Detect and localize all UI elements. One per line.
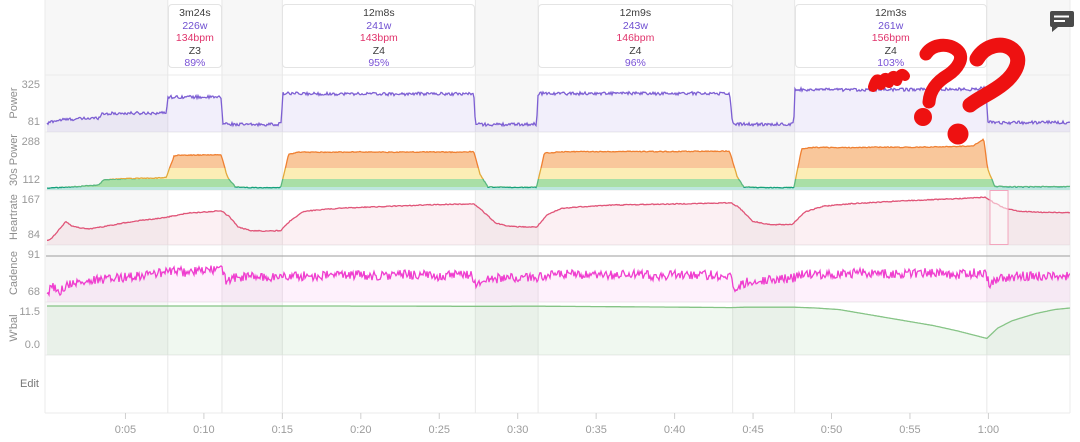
interval-ftp-percent: 95% bbox=[368, 57, 390, 68]
x-axis-tick-label: 0:10 bbox=[193, 424, 215, 436]
series-line-cadence bbox=[46, 264, 1070, 298]
interval-avg-hr: 156bpm bbox=[871, 32, 910, 45]
x-axis-tick-label: 0:30 bbox=[506, 424, 529, 436]
x-axis-tick-label: 0:15 bbox=[271, 424, 294, 436]
interval-avg-hr: 134bpm bbox=[175, 32, 214, 45]
series-area-power bbox=[47, 86, 1070, 132]
panel-wbal[interactable] bbox=[47, 305, 1070, 355]
series-line-wbal bbox=[47, 305, 1070, 339]
axis-max-label-power30: 288 bbox=[21, 136, 40, 148]
interval-duration: 12m8s bbox=[363, 7, 395, 19]
comment-icon[interactable] bbox=[1049, 9, 1075, 33]
interval-avg-hr: 143bpm bbox=[359, 32, 398, 45]
series-line-power30 bbox=[47, 138, 1070, 189]
interval-duration: 12m3s bbox=[874, 7, 907, 19]
x-axis-tick-label: 0:05 bbox=[114, 424, 137, 436]
interval-ftp-percent: 96% bbox=[624, 57, 646, 68]
interval-avg-power: 241w bbox=[366, 19, 392, 32]
axis-min-label-power: 81 bbox=[27, 116, 40, 128]
interval-duration: 12m9s bbox=[619, 7, 652, 19]
axis-max-label-heartrate: 167 bbox=[21, 194, 40, 206]
axis-min-label-cadence: 68 bbox=[27, 286, 40, 298]
axis-max-label-power: 325 bbox=[21, 79, 40, 91]
series-area-power30 bbox=[47, 139, 1070, 190]
interval-summary-box[interactable]: 12m9s 243w 146bpm Z4 96% bbox=[538, 4, 733, 68]
interval-zone: Z4 bbox=[372, 44, 385, 57]
series-area-heartrate bbox=[47, 197, 1070, 245]
selection-box[interactable] bbox=[989, 190, 1009, 245]
x-axis-tick-label: 0:45 bbox=[742, 424, 764, 436]
axis-max-label-cadence: 91 bbox=[27, 249, 40, 261]
axis-min-label-power30: 112 bbox=[22, 174, 40, 186]
edit-button[interactable]: Edit bbox=[20, 378, 39, 390]
x-axis-tick-label: 0:25 bbox=[428, 424, 450, 436]
panel-power30[interactable] bbox=[47, 138, 1070, 190]
interval-ftp-percent: 89% bbox=[184, 57, 206, 68]
interval-zone: Z3 bbox=[188, 44, 201, 57]
x-axis-tick-label: 0:50 bbox=[820, 424, 843, 436]
series-area-wbal bbox=[47, 306, 1070, 355]
series-line-heartrate bbox=[47, 196, 1070, 241]
interval-avg-hr: 146bpm bbox=[616, 32, 655, 45]
interval-duration: 3m24s bbox=[179, 7, 211, 19]
interval-avg-power: 243w bbox=[622, 19, 648, 32]
panel-heartrate[interactable] bbox=[47, 196, 1070, 245]
x-axis-tick-label: 0:40 bbox=[663, 424, 686, 436]
x-axis-tick-label: 0:20 bbox=[350, 424, 372, 436]
interval-avg-power: 226w bbox=[182, 19, 208, 32]
interval-ftp-percent: 103% bbox=[877, 57, 905, 68]
axis-min-label-wbal: 0.0 bbox=[24, 339, 40, 351]
interval-avg-power: 261w bbox=[878, 19, 904, 32]
interval-highlight-band[interactable] bbox=[538, 0, 733, 413]
interval-zone: Z4 bbox=[629, 44, 642, 57]
x-axis-tick-label: 1:00 bbox=[977, 424, 1000, 436]
interval-summary-box[interactable]: 12m3s 261w 156bpm Z4 103% bbox=[794, 4, 987, 68]
series-area-cadence bbox=[47, 265, 1070, 302]
x-axis-tick-label: 0:35 bbox=[585, 424, 607, 436]
interval-summary-box[interactable]: 12m8s 241w 143bpm Z4 95% bbox=[282, 4, 476, 68]
interval-zone: Z4 bbox=[884, 44, 897, 57]
interval-highlight-band[interactable] bbox=[167, 0, 222, 413]
axis-max-label-wbal: 11.5 bbox=[19, 306, 40, 318]
x-axis-tick-label: 0:55 bbox=[899, 424, 921, 436]
panel-cadence[interactable] bbox=[45, 255, 1070, 302]
interval-summary-box[interactable]: 3m24s 226w 134bpm Z3 89% bbox=[167, 4, 222, 68]
axis-min-label-heartrate: 84 bbox=[27, 229, 40, 241]
